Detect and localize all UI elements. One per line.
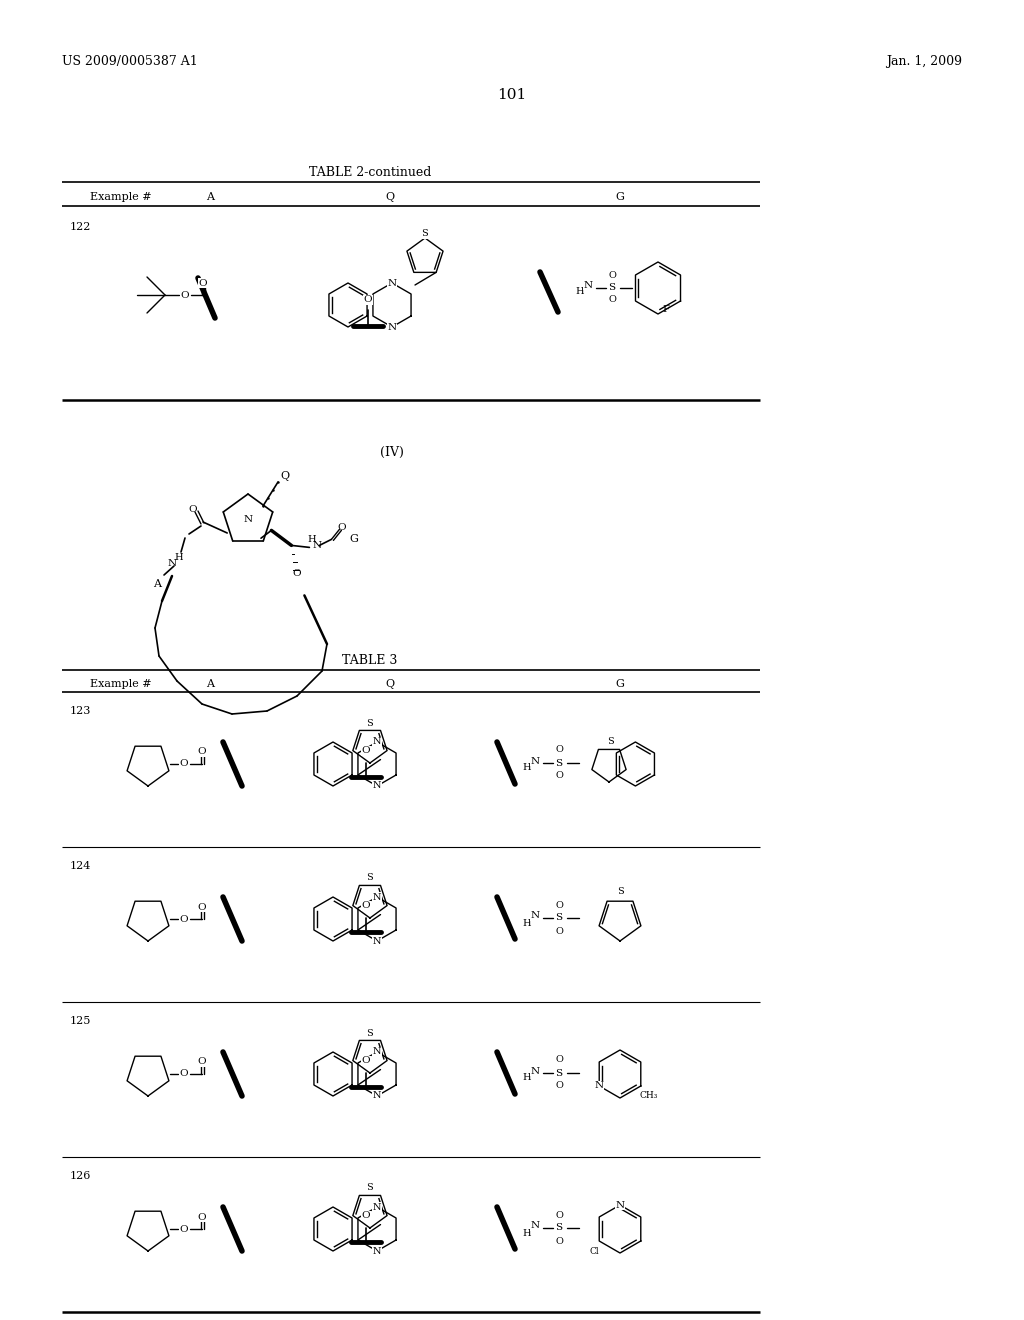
- Text: S: S: [608, 284, 615, 293]
- Text: S: S: [422, 230, 428, 239]
- Text: TABLE 3: TABLE 3: [342, 653, 397, 667]
- Text: S: S: [367, 1028, 374, 1038]
- Text: Example #: Example #: [90, 678, 152, 689]
- Text: Q: Q: [281, 471, 290, 480]
- Text: O: O: [337, 523, 346, 532]
- Text: O: O: [179, 1069, 188, 1078]
- Text: N: N: [313, 541, 322, 550]
- Text: O: O: [198, 903, 206, 912]
- Text: O: O: [555, 900, 563, 909]
- Text: H: H: [522, 1229, 531, 1238]
- Text: F: F: [663, 305, 670, 314]
- Text: O: O: [555, 927, 563, 936]
- Text: N: N: [530, 1221, 540, 1230]
- Text: A: A: [206, 191, 214, 202]
- Text: O: O: [179, 759, 188, 768]
- Text: US 2009/0005387 A1: US 2009/0005387 A1: [62, 55, 198, 69]
- Text: S: S: [367, 874, 374, 883]
- Text: H: H: [522, 919, 531, 928]
- Text: O: O: [555, 1210, 563, 1220]
- Text: O: O: [364, 296, 373, 305]
- Text: O: O: [555, 1237, 563, 1246]
- Text: S: S: [616, 887, 624, 895]
- Text: O: O: [198, 747, 206, 756]
- Text: S: S: [367, 1184, 374, 1192]
- Text: O: O: [199, 279, 207, 288]
- Text: N: N: [373, 738, 381, 747]
- Text: 126: 126: [70, 1171, 91, 1181]
- Text: Jan. 1, 2009: Jan. 1, 2009: [886, 55, 962, 69]
- Text: O: O: [179, 1225, 188, 1233]
- Text: N: N: [168, 560, 176, 569]
- Text: O: O: [608, 272, 616, 281]
- Text: G: G: [615, 191, 625, 202]
- Text: O: O: [608, 296, 616, 305]
- Text: 123: 123: [70, 706, 91, 715]
- Text: N: N: [373, 1048, 381, 1056]
- Text: A: A: [206, 678, 214, 689]
- Text: H: H: [575, 288, 585, 297]
- Text: N: N: [373, 1203, 381, 1212]
- Text: 122: 122: [70, 222, 91, 232]
- Text: O: O: [555, 746, 563, 755]
- Text: N: N: [584, 281, 593, 289]
- Text: O: O: [292, 569, 301, 578]
- Text: S: S: [367, 718, 374, 727]
- Text: N: N: [373, 1092, 381, 1101]
- Text: O: O: [555, 1081, 563, 1090]
- Text: N: N: [373, 892, 381, 902]
- Text: O: O: [198, 1057, 206, 1067]
- Text: S: S: [555, 1224, 562, 1233]
- Text: N: N: [373, 781, 381, 791]
- Text: 125: 125: [70, 1016, 91, 1026]
- Text: N: N: [615, 1200, 625, 1209]
- Text: O: O: [361, 902, 371, 911]
- Text: N: N: [595, 1081, 604, 1090]
- Text: Q: Q: [385, 678, 394, 689]
- Text: O: O: [361, 1212, 371, 1221]
- Text: O: O: [361, 1056, 371, 1065]
- Text: A: A: [153, 579, 161, 589]
- Text: O: O: [180, 290, 189, 300]
- Text: TABLE 2-continued: TABLE 2-continued: [309, 166, 431, 180]
- Text: O: O: [188, 506, 198, 515]
- Text: (IV): (IV): [380, 446, 403, 458]
- Text: 101: 101: [498, 88, 526, 102]
- Text: Cl: Cl: [590, 1246, 599, 1255]
- Text: S: S: [607, 737, 614, 746]
- Text: N: N: [373, 936, 381, 945]
- Text: O: O: [179, 915, 188, 924]
- Text: N: N: [530, 1067, 540, 1076]
- Text: O: O: [555, 771, 563, 780]
- Text: N: N: [530, 912, 540, 920]
- Text: N: N: [373, 1246, 381, 1255]
- Text: O: O: [361, 746, 371, 755]
- Text: N: N: [530, 756, 540, 766]
- Text: N: N: [387, 279, 396, 288]
- Text: N: N: [244, 516, 253, 524]
- Text: Q: Q: [385, 191, 394, 202]
- Text: H: H: [522, 1073, 531, 1082]
- Text: CH₃: CH₃: [640, 1092, 658, 1101]
- Text: H: H: [175, 553, 183, 562]
- Text: H: H: [307, 535, 315, 544]
- Text: N: N: [387, 322, 396, 331]
- Text: G: G: [615, 678, 625, 689]
- Text: H: H: [522, 763, 531, 772]
- Text: S: S: [555, 913, 562, 923]
- Text: S: S: [555, 759, 562, 767]
- Text: 124: 124: [70, 861, 91, 871]
- Text: G: G: [349, 535, 357, 544]
- Text: Example #: Example #: [90, 191, 152, 202]
- Text: O: O: [198, 1213, 206, 1221]
- Text: S: S: [555, 1068, 562, 1077]
- Text: O: O: [555, 1056, 563, 1064]
